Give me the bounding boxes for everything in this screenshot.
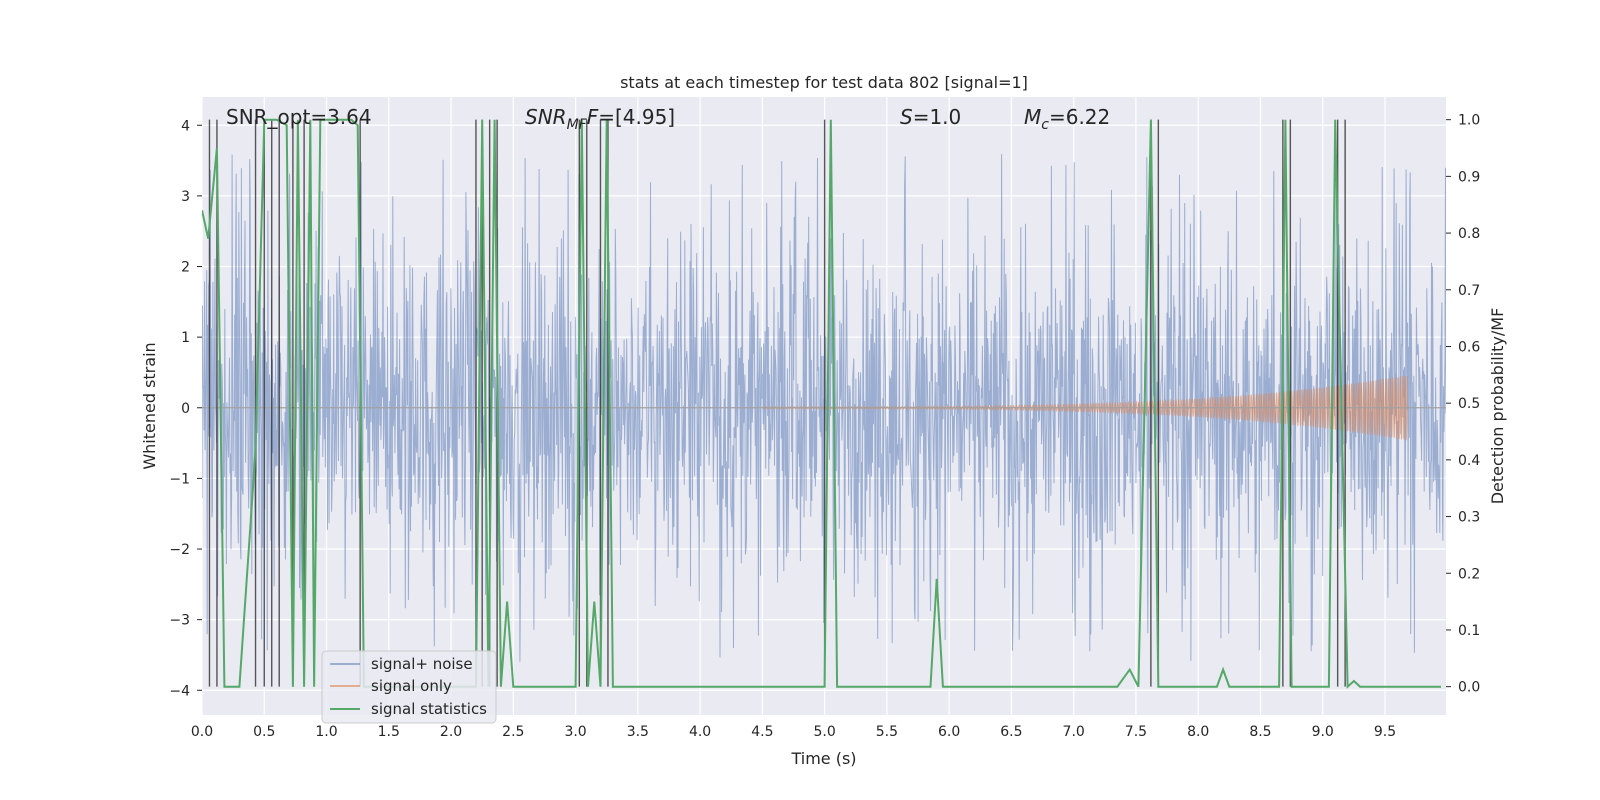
chart-title: stats at each timestep for test data 802… <box>620 73 1028 92</box>
x-axis-label: Time (s) <box>790 749 856 768</box>
x-tick-labels: 0.0 0.5 1.0 1.5 2.0 2.5 3.0 3.5 4.0 4.5 5.0 5.5 6.0 6… <box>191 724 1396 740</box>
y-right-tick-label: 0.7 <box>1458 283 1480 299</box>
y-left-tick-labels: 4 3 2 1 0 −1 −2 −3 −4 <box>169 118 202 699</box>
x-tick-label: 0.5 <box>253 724 275 740</box>
annotation-mc: Mc=6.22 <box>1024 105 1110 133</box>
x-tick-label: 4.5 <box>751 724 773 740</box>
y-left-tick-label: −4 <box>169 683 190 699</box>
x-tick-label: 1.0 <box>315 724 337 740</box>
y-left-tick-label: −3 <box>169 613 190 629</box>
y-right-tick-label: 0.3 <box>1458 510 1480 526</box>
mc-subscript: c <box>1041 117 1049 133</box>
annotation-s: S=1.0 <box>900 105 961 129</box>
x-tick-label: 9.0 <box>1312 724 1334 740</box>
x-tick-label: 3.0 <box>564 724 586 740</box>
x-tick-label: 5.5 <box>876 724 898 740</box>
x-tick-label: 8.5 <box>1249 724 1271 740</box>
annotation-snr-mf: SNRMFF=[4.95] <box>525 105 675 133</box>
legend-box <box>321 650 497 724</box>
y-right-tick-label: 0.0 <box>1458 680 1480 696</box>
x-tick-label: 5.0 <box>813 724 835 740</box>
x-tick-label: 7.5 <box>1125 724 1147 740</box>
y-right-tick-label: 1.0 <box>1458 113 1480 129</box>
x-tick-label: 9.5 <box>1374 724 1396 740</box>
legend-label-signal-statistics: signal statistics <box>371 700 487 718</box>
y-left-tick-label: 3 <box>181 189 190 205</box>
x-tick-label: 0.0 <box>191 724 213 740</box>
x-tick-label: 4.0 <box>689 724 711 740</box>
x-tick-label: 6.0 <box>938 724 960 740</box>
snr-mf-subscript: MF <box>567 117 588 133</box>
y-right-tick-label: 0.8 <box>1458 226 1480 242</box>
legend: signal+ noise signal only signal statist… <box>321 650 497 724</box>
mc-value: =6.22 <box>1049 105 1110 129</box>
y-right-tick-label: 0.5 <box>1458 396 1480 412</box>
x-tick-label: 7.0 <box>1063 724 1085 740</box>
s-value: =1.0 <box>913 105 962 129</box>
y-left-tick-label: −1 <box>169 471 190 487</box>
legend-label-signal-noise: signal+ noise <box>371 655 473 673</box>
s-symbol: S <box>900 105 913 129</box>
mc-symbol: M <box>1024 105 1041 129</box>
y-left-tick-label: −2 <box>169 542 190 558</box>
y-axis-right-label: Detection probability/MF <box>1488 308 1507 505</box>
series-signal-statistics <box>202 118 1441 689</box>
y-left-tick-label: 4 <box>181 118 190 134</box>
signal-statistics-line <box>202 118 1441 689</box>
y-right-tick-label: 0.4 <box>1458 453 1480 469</box>
y-left-tick-label: 0 <box>181 401 190 417</box>
x-tick-label: 1.5 <box>378 724 400 740</box>
y-right-tick-label: 0.1 <box>1458 623 1480 639</box>
y-right-tick-label: 0.2 <box>1458 566 1480 582</box>
snr-mf-symbol: SNR <box>525 105 567 129</box>
y-left-tick-label: 1 <box>181 330 190 346</box>
x-tick-label: 2.5 <box>502 724 524 740</box>
annotation-snr-opt: SNR_opt=3.64 <box>226 105 372 129</box>
x-tick-label: 3.5 <box>627 724 649 740</box>
snr-mf-value: =[4.95] <box>598 105 675 129</box>
x-tick-label: 8.0 <box>1187 724 1209 740</box>
y-right-tick-labels: 1.0 0.9 0.8 0.7 0.6 0.5 0.4 0.3 0.2 0.1 0.0 <box>1446 113 1480 696</box>
legend-label-signal-only: signal only <box>371 677 452 695</box>
x-tick-label: 2.0 <box>440 724 462 740</box>
y-left-tick-label: 2 <box>181 260 190 276</box>
y-right-tick-label: 0.9 <box>1458 169 1480 185</box>
snr-mf-f: F <box>587 105 599 129</box>
y-right-tick-label: 0.6 <box>1458 339 1480 355</box>
y-axis-left-label: Whitened strain <box>140 342 159 469</box>
x-tick-label: 6.5 <box>1000 724 1022 740</box>
